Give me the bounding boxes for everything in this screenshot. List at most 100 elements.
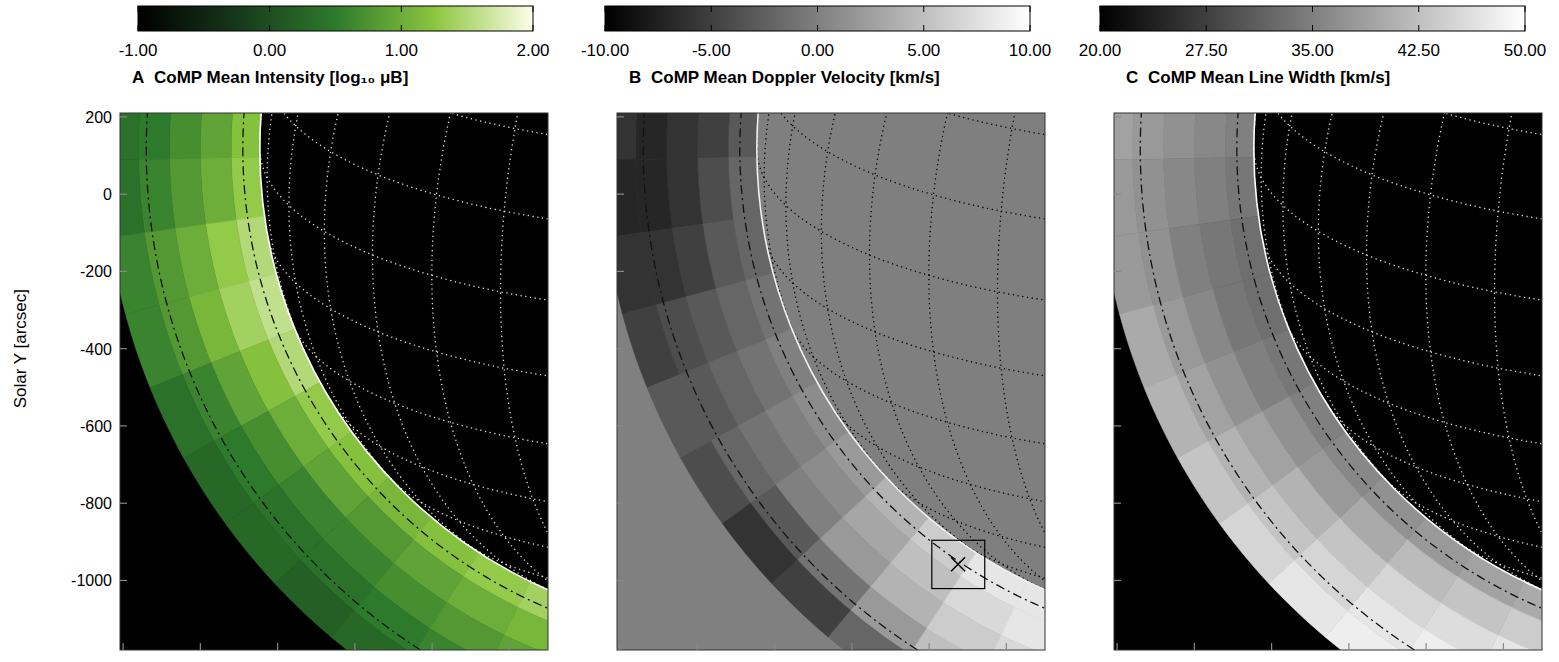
grid-line	[268, 239, 548, 390]
grid-line	[1261, 113, 1542, 233]
y-tick	[1114, 580, 1121, 581]
heatmap-cell	[617, 113, 639, 160]
reference-circle	[243, 113, 548, 647]
heatmap-cell	[491, 635, 548, 650]
heatmap-cell	[139, 159, 175, 233]
colorbar-tick	[269, 25, 270, 31]
y-tick	[1114, 194, 1121, 195]
solar-disk	[260, 113, 548, 630]
colorbar-tick	[605, 25, 606, 31]
colorbar-tick-label: 27.50	[1185, 41, 1228, 60]
colorbar-tick	[533, 6, 534, 12]
panel-label: C	[1126, 68, 1138, 87]
grid-line	[260, 149, 548, 314]
heatmap-cell	[331, 611, 412, 650]
colorbar-tick-label: 2.00	[516, 41, 549, 60]
colorbar-tick	[923, 25, 924, 31]
colorbar-tick-label: -10.00	[581, 41, 629, 60]
solar-disk	[757, 113, 1045, 630]
reference-circle	[740, 113, 1045, 647]
grid-line	[1261, 113, 1542, 359]
x-tick	[277, 643, 278, 650]
grid-line	[1254, 113, 1542, 149]
y-tick	[617, 271, 624, 272]
annotation-box	[932, 540, 985, 588]
colorbar-tick-label: 10.00	[1009, 41, 1052, 60]
heatmap-cell	[988, 635, 1045, 650]
panel-title: CoMP Mean Intensity [log₁₀ μB]	[154, 68, 408, 87]
x-tick	[774, 643, 775, 650]
heatmap-cell	[120, 159, 144, 237]
colorbar-tick	[1206, 25, 1207, 31]
colorbar-tick-label: 35.00	[1291, 41, 1334, 60]
grid-line	[1283, 113, 1542, 149]
colorbar	[605, 6, 1030, 31]
grid-line	[929, 113, 1045, 611]
grid-line	[786, 113, 1045, 149]
colorbar-tick	[1100, 6, 1101, 12]
heatmap-cell	[1194, 113, 1228, 158]
colorbar-tick	[533, 25, 534, 31]
colorbar-tick	[923, 6, 924, 12]
y-tick	[1114, 271, 1121, 272]
heatmap-cell	[169, 113, 203, 159]
grid-line	[1495, 113, 1543, 620]
x-tick	[200, 643, 201, 650]
y-tick	[617, 194, 624, 195]
panel-title: CoMP Mean Line Width [km/s]	[1148, 68, 1390, 87]
colorbar-tick	[817, 25, 818, 31]
plot-frame	[120, 113, 548, 650]
grid-line	[432, 113, 548, 611]
x-tick	[929, 643, 930, 650]
y-tick-label: 0	[103, 186, 112, 203]
colorbar-tick	[1418, 25, 1419, 31]
colorbar-tick-label: 42.50	[1397, 41, 1440, 60]
y-tick-label: -200	[80, 263, 112, 280]
solar-limb	[1254, 113, 1542, 630]
solar-limb	[260, 113, 548, 630]
grid-line	[821, 113, 1045, 556]
x-tick	[619, 643, 620, 650]
heatmap-cell	[1485, 635, 1542, 650]
grid-line	[757, 149, 1045, 314]
y-tick	[1114, 348, 1121, 349]
y-tick	[617, 580, 624, 581]
x-tick	[851, 643, 852, 650]
heatmap-cell	[139, 113, 173, 159]
colorbar-tick-label: 50.00	[1504, 41, 1547, 60]
x-tick	[697, 643, 698, 650]
colorbar-tick-label: 5.00	[907, 41, 940, 60]
colorbar-tick	[269, 6, 270, 12]
reference-circle	[643, 113, 1045, 650]
disk-grid	[757, 113, 1045, 630]
heatmap-cell	[1133, 113, 1167, 159]
colorbar-tick	[711, 6, 712, 12]
heatmap-cell	[1225, 113, 1256, 158]
colorbar-tick	[1030, 6, 1031, 12]
colorbar-tick	[138, 6, 139, 12]
x-tick	[1271, 643, 1272, 650]
colorbar-tick	[1418, 6, 1419, 12]
heatmap-cell	[622, 305, 679, 388]
y-tick	[1114, 503, 1121, 504]
y-tick	[120, 503, 127, 504]
y-tick-label: -800	[80, 495, 112, 512]
plot-area	[617, 113, 1045, 650]
grid-line	[786, 113, 1045, 493]
colorbar-tick-label: 20.00	[1079, 41, 1122, 60]
y-tick	[120, 348, 127, 349]
colorbar-tick	[605, 6, 606, 12]
colorbar-tick-label: -1.00	[119, 41, 158, 60]
heatmap-cell	[1114, 113, 1136, 160]
y-tick-label: 200	[85, 109, 112, 126]
grid-line	[1385, 479, 1543, 566]
grid-line	[372, 113, 548, 594]
colorbar-tick	[711, 25, 712, 31]
panel-title: CoMP Mean Doppler Velocity [km/s]	[651, 68, 940, 87]
heatmap-cell	[910, 628, 988, 650]
heatmap-cell	[170, 158, 206, 228]
heatmap-cell	[150, 375, 214, 458]
x-tick	[122, 643, 123, 650]
heatmap-cell	[828, 611, 909, 650]
grid-line	[260, 113, 548, 149]
